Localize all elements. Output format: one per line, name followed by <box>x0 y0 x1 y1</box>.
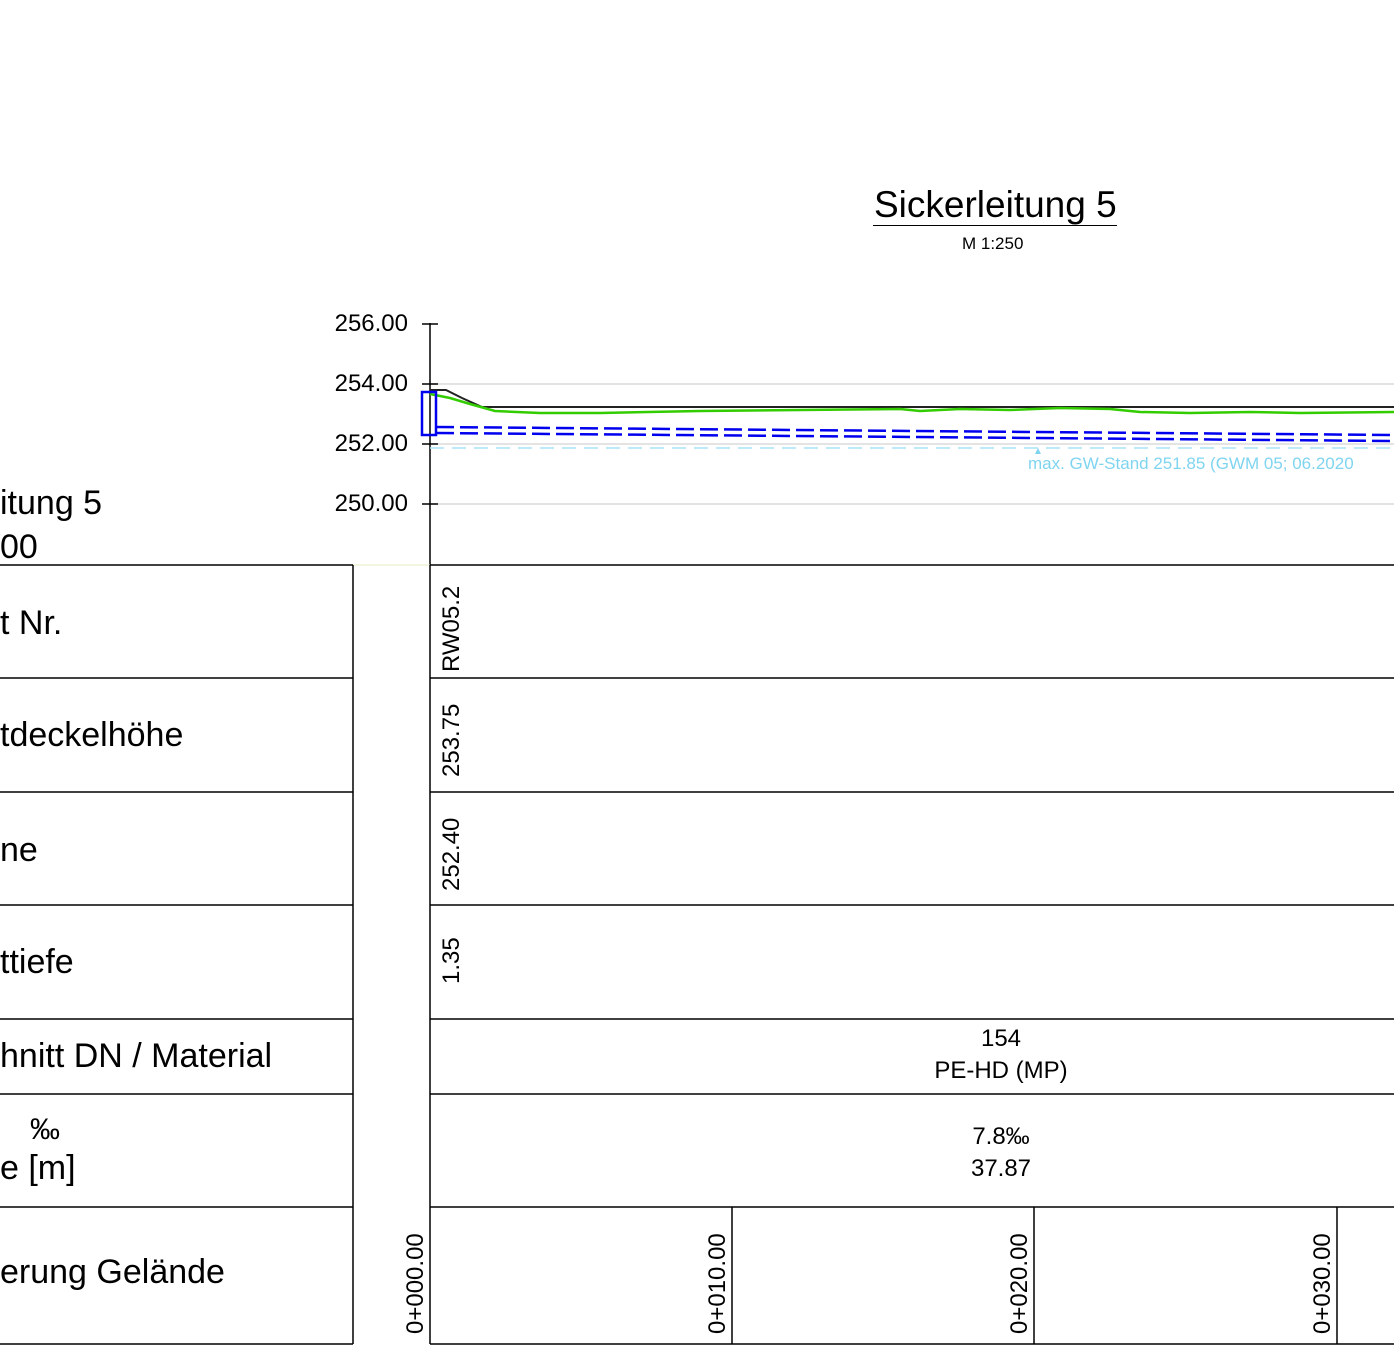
station-label: 0+030.00 <box>1309 1233 1336 1334</box>
y-tick-label: 256.00 <box>334 310 408 337</box>
ground-line <box>429 392 1394 415</box>
row-label-laenge: e [m] <box>0 1149 76 1187</box>
row-label-gefaelle-unit: ‰ <box>30 1113 60 1146</box>
row-label-material: hnitt DN / Material <box>0 1037 273 1075</box>
row-label-deckelhoehe: tdeckelhöhe <box>0 716 184 754</box>
station-label: 0+000.00 <box>402 1233 429 1334</box>
pipe-bottom-line <box>435 431 1394 443</box>
drawing-title: Sickerleitung 5 <box>874 184 1117 225</box>
left-header-line1: itung 5 <box>0 484 103 522</box>
left-header-line2: 00 <box>0 528 38 566</box>
row-label-stationierung: erung Gelände <box>0 1253 225 1291</box>
groundwater-marker <box>1035 448 1041 454</box>
value-dn: 154 <box>980 1025 1022 1052</box>
y-tick-label: 254.00 <box>334 370 408 397</box>
row-label-tiefe: ttiefe <box>0 943 74 981</box>
y-tick-label: 252.00 <box>334 430 408 457</box>
value-tiefe: 1.35 <box>438 937 465 984</box>
value-deckelhoehe: 253.75 <box>438 703 465 777</box>
manhole-rw05-2 <box>420 390 438 437</box>
value-schacht-nr: RW05.2 <box>438 585 465 672</box>
drawing-scale: M 1:250 <box>962 234 1024 253</box>
station-label: 0+020.00 <box>1006 1233 1033 1334</box>
station-label: 0+010.00 <box>704 1233 731 1334</box>
value-gefaelle: 7.8‰ <box>972 1123 1030 1150</box>
value-laenge: 37.87 <box>970 1155 1032 1182</box>
groundwater-label: max. GW-Stand 251.85 (GWM 05; 06.2020 <box>1028 454 1354 473</box>
value-material: PE-HD (MP) <box>934 1057 1068 1084</box>
terrain-line <box>430 389 1394 408</box>
title-underline <box>873 225 1117 226</box>
row-label-sohle: ne <box>0 831 38 869</box>
pipe-top-line <box>435 425 1394 437</box>
value-sohle: 252.40 <box>438 817 465 891</box>
y-tick-label: 250.00 <box>334 490 408 517</box>
row-label-schacht-nr: t Nr. <box>0 604 63 642</box>
